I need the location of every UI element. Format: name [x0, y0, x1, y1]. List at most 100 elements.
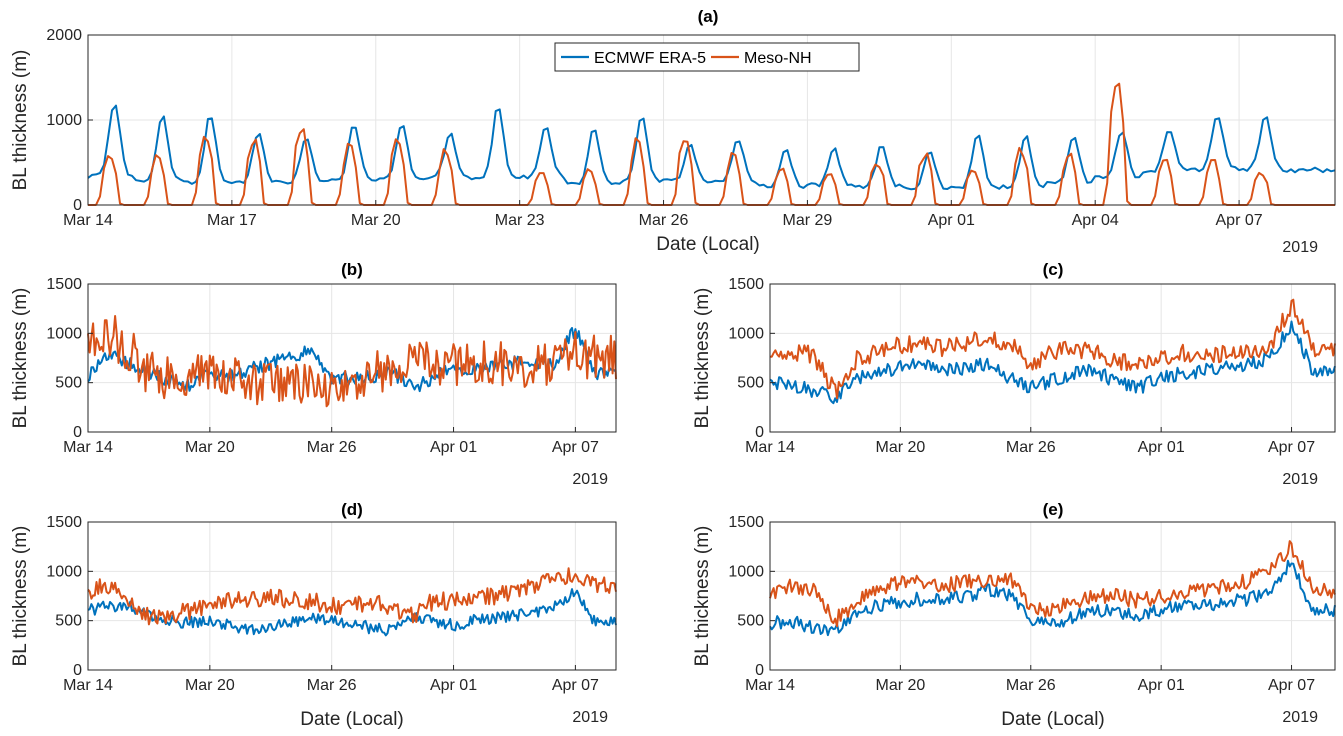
panel-e-ytick-label: 500 [737, 613, 764, 630]
panel-c-title: (c) [1043, 260, 1064, 279]
panel-e-year: 2019 [1282, 709, 1318, 726]
panel-a: (a) Mar 14 Mar 17 Mar 20 Mar 23 Mar 26 Mar 29… [10, 7, 1336, 256]
panel-b-ticks: Mar 14 Mar 20 Mar 26 Apr 01 Apr 07 0 500 1000 15… [46, 276, 599, 456]
panel-a-ylabel: BL thickness (m) [10, 50, 31, 191]
panel-e-ytick-label: 1000 [728, 563, 764, 580]
panel-a-ytick-label: 0 [73, 197, 82, 214]
panel-c-grid [769, 283, 1335, 433]
panel-a-xtick-label: Mar 17 [207, 212, 257, 229]
panel-c-series-era5-line [769, 320, 1336, 405]
panel-a-ticks: Mar 14 Mar 17 Mar 20 Mar 23 Mar 26 Mar 29 Apr … [46, 27, 1262, 229]
panel-b-title: (b) [341, 260, 363, 279]
panel-d-ytick-label: 0 [73, 662, 82, 679]
legend-era5-label: ECMWF ERA-5 [594, 50, 706, 67]
panel-a-xtick-label: Mar 26 [639, 212, 689, 229]
panel-d-axes [87, 521, 617, 671]
panel-c-ytick-label: 500 [737, 375, 764, 392]
panel-c-xtick-label: Apr 07 [1268, 439, 1315, 456]
panel-a-xtick-label: Mar 29 [783, 212, 833, 229]
panel-a-ytick-label: 1000 [46, 112, 82, 129]
panel-e-xtick-label: Mar 26 [1006, 677, 1056, 694]
panel-a-xtick-label: Mar 23 [495, 212, 545, 229]
panel-e-ytick-label: 0 [755, 662, 764, 679]
legend-box [554, 42, 860, 72]
panel-a-series [87, 82, 1336, 206]
panel-d-ticks: Mar 14 Mar 20 Mar 26 Apr 01 Apr 07 0 500 1000 15… [46, 514, 599, 694]
panel-c-axes [769, 283, 1336, 433]
panel-b-series [87, 315, 617, 408]
panel-e-xtick-label: Apr 07 [1268, 677, 1315, 694]
panel-e-xtick-label: Mar 20 [875, 677, 925, 694]
panel-a-series-meso-line [88, 82, 1335, 206]
panel-d-grid [87, 521, 616, 671]
panel-a-xtick-label: Apr 04 [1072, 212, 1119, 229]
panel-c-ylabel: BL thickness (m) [692, 288, 713, 429]
panel-e-title: (e) [1043, 500, 1064, 519]
panel-b-xtick-label: Mar 26 [307, 439, 357, 456]
panel-b-year: 2019 [572, 471, 608, 488]
panel-e-ylabel: BL thickness (m) [692, 526, 713, 667]
panel-a-xtick-label: Mar 14 [63, 212, 113, 229]
panel-b-ytick-label: 500 [55, 375, 82, 392]
panel-a-ytick-label: 2000 [46, 27, 82, 44]
panel-a-xtick-label: Apr 01 [928, 212, 975, 229]
panel-c-ytick-label: 1500 [728, 276, 764, 293]
panel-d: (d) Mar 14 Mar 20 Mar 26 Apr 01 Apr 07 0 500 10… [10, 500, 617, 730]
panel-a-xtick-label: Apr 07 [1216, 212, 1263, 229]
panel-d-series-meso-line [87, 567, 617, 626]
legend-meso-label: Meso-NH [744, 50, 812, 67]
panel-e: (e) Mar 14 Mar 20 Mar 26 Apr 01 Apr 07 0 500 10… [692, 500, 1336, 730]
panel-d-series [87, 567, 617, 637]
panel-e-ticks: Mar 14 Mar 20 Mar 26 Apr 01 Apr 07 0 500 1000 15… [728, 514, 1315, 694]
panel-b-series-meso-line [87, 315, 617, 408]
panel-d-ylabel: BL thickness (m) [10, 526, 31, 667]
panel-e-series-meso-line [769, 540, 1336, 628]
panel-b-ytick-label: 1000 [46, 325, 82, 342]
panel-e-axes [769, 521, 1336, 671]
panel-c-ticks: Mar 14 Mar 20 Mar 26 Apr 01 Apr 07 0 500 1000 15… [728, 276, 1315, 456]
panel-d-ytick-label: 1500 [46, 514, 82, 531]
panel-e-series [769, 540, 1336, 637]
panel-b-xtick-label: Apr 01 [430, 439, 477, 456]
legend: ECMWF ERA-5 Meso-NH [554, 42, 860, 72]
panel-d-xtick-label: Mar 20 [185, 677, 235, 694]
panel-a-xlabel: Date (Local) [656, 234, 760, 255]
panel-a-xtick-label: Mar 20 [351, 212, 401, 229]
panel-a-title: (a) [698, 7, 719, 26]
panel-c-series-meso-line [769, 298, 1336, 400]
panel-c-series [769, 298, 1336, 405]
panel-d-ytick-label: 500 [55, 613, 82, 630]
panel-e-xtick-label: Apr 01 [1138, 677, 1185, 694]
panel-b-xtick-label: Mar 14 [63, 439, 113, 456]
panel-c-xtick-label: Mar 20 [875, 439, 925, 456]
panel-a-year: 2019 [1282, 239, 1318, 256]
panel-b-xtick-label: Apr 07 [552, 439, 599, 456]
panel-b-ylabel: BL thickness (m) [10, 288, 31, 429]
panel-e-series-era5-line [769, 559, 1336, 637]
panel-c-year: 2019 [1282, 471, 1318, 488]
panel-b-xtick-label: Mar 20 [185, 439, 235, 456]
panel-d-xtick-label: Apr 07 [552, 677, 599, 694]
panel-d-xtick-label: Apr 01 [430, 677, 477, 694]
panel-b: (b) Mar 14 Mar 20 Mar 26 Apr 01 Apr 07 0 500 10… [10, 260, 617, 488]
panel-b-axes [87, 283, 617, 433]
panel-e-xlabel: Date (Local) [1001, 709, 1105, 730]
panel-b-ytick-label: 0 [73, 424, 82, 441]
panel-c-xtick-label: Apr 01 [1138, 439, 1185, 456]
panel-e-xtick-label: Mar 14 [745, 677, 795, 694]
panel-c-xtick-label: Mar 14 [745, 439, 795, 456]
panel-d-title: (d) [341, 500, 363, 519]
panel-a-series-era5-line [87, 104, 1336, 191]
panel-d-xtick-label: Mar 26 [307, 677, 357, 694]
panel-c-ytick-label: 1000 [728, 325, 764, 342]
panel-b-ytick-label: 1500 [46, 276, 82, 293]
panel-d-year: 2019 [572, 709, 608, 726]
panel-e-ytick-label: 1500 [728, 514, 764, 531]
panel-d-xtick-label: Mar 14 [63, 677, 113, 694]
panel-c-xtick-label: Mar 26 [1006, 439, 1056, 456]
panel-d-ytick-label: 1000 [46, 563, 82, 580]
panel-c-ytick-label: 0 [755, 424, 764, 441]
panel-c: (c) Mar 14 Mar 20 Mar 26 Apr 01 Apr 07 0 500 10… [692, 260, 1336, 488]
panel-d-xlabel: Date (Local) [300, 709, 404, 730]
